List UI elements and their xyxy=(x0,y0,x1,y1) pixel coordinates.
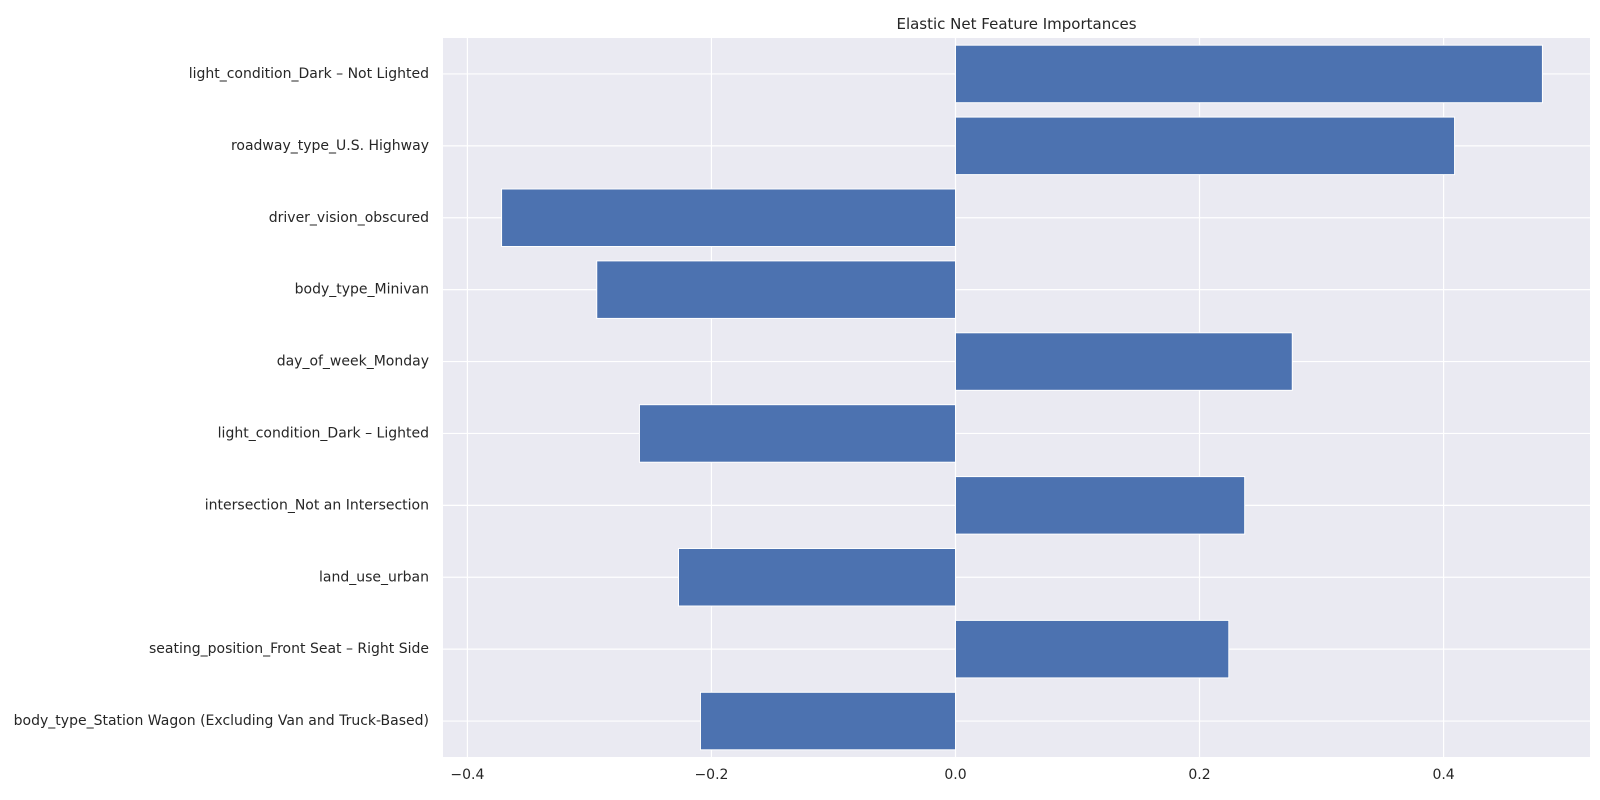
bar xyxy=(638,404,956,463)
bar xyxy=(501,188,956,248)
y-tick-label: body_type_Station Wagon (Excluding Van a… xyxy=(14,713,429,729)
y-tick-label: body_type_Minivan xyxy=(295,282,429,298)
x-tick-label: −0.4 xyxy=(450,767,484,783)
x-tick-label: 0.4 xyxy=(1432,767,1454,783)
x-tick-label: 0.2 xyxy=(1188,767,1210,783)
bar xyxy=(596,260,956,319)
bar xyxy=(954,332,1293,391)
bar xyxy=(954,619,1230,679)
x-tick-label: −0.2 xyxy=(694,767,728,783)
y-tick-label: seating_position_Front Seat – Right Side xyxy=(149,641,429,657)
y-tick-label: light_condition_Dark – Lighted xyxy=(218,425,429,441)
bar xyxy=(699,691,956,751)
y-tick-label: intersection_Not an Intersection xyxy=(205,497,429,513)
y-tick-label: roadway_type_U.S. Highway xyxy=(231,138,429,154)
y-tick-label: land_use_urban xyxy=(319,569,429,585)
bar xyxy=(954,116,1456,176)
bars xyxy=(501,44,1543,751)
bar xyxy=(954,44,1543,104)
bar xyxy=(954,476,1246,535)
y-tick-label: day_of_week_Monday xyxy=(277,354,429,370)
bar xyxy=(678,547,956,607)
y-tick-label: driver_vision_obscured xyxy=(269,210,429,226)
y-tick-labels: light_condition_Dark – Not Lighted roadwa… xyxy=(14,66,429,729)
chart-title: Elastic Net Feature Importances xyxy=(896,15,1136,33)
x-tick-labels: −0.4 −0.2 0.0 0.2 0.4 xyxy=(450,767,1454,783)
y-tick-label: light_condition_Dark – Not Lighted xyxy=(189,66,429,82)
x-tick-label: 0.0 xyxy=(944,767,966,783)
